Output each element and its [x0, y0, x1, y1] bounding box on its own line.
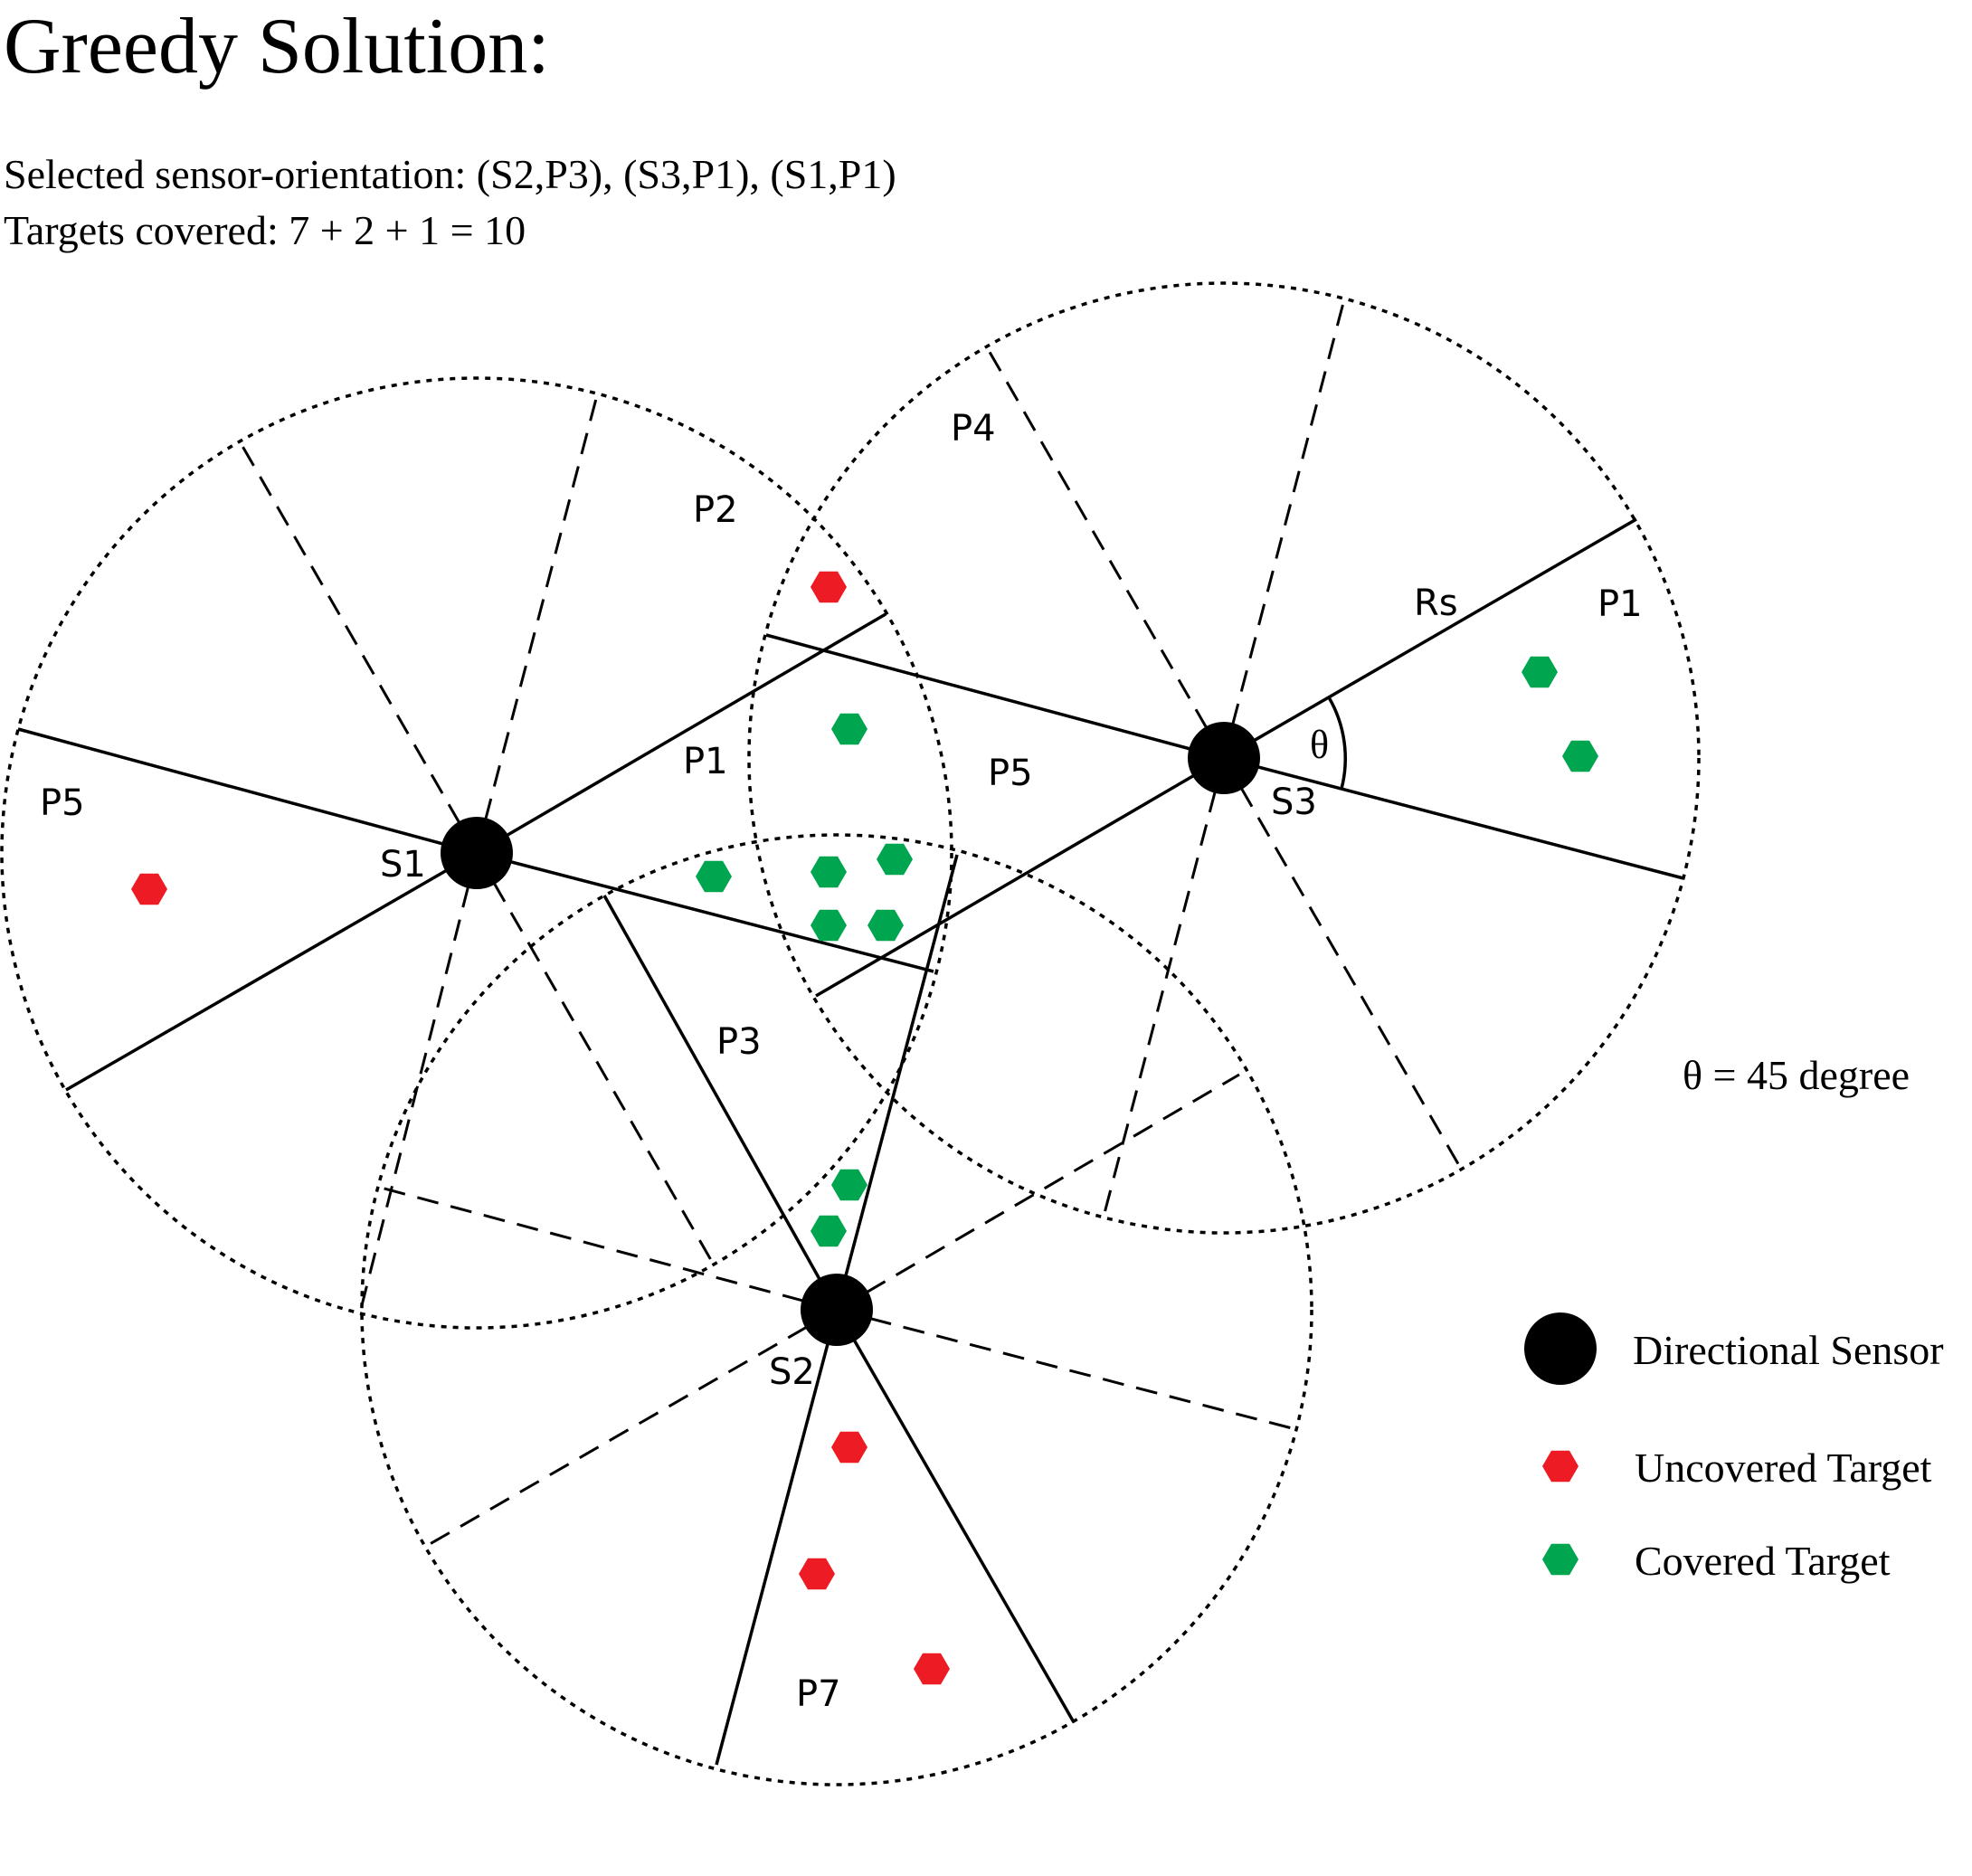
s1-sector-label-p2: P2	[693, 489, 738, 531]
covered-target	[811, 856, 847, 888]
legend-uncovered-label: Uncovered Target	[1635, 1445, 1932, 1491]
s1-sector-label-p1: P1	[683, 741, 728, 782]
s3-sector-label-p4: P4	[951, 408, 996, 450]
covered-target	[867, 909, 904, 942]
covered-target	[831, 713, 867, 745]
s1-sector-label-p5: P5	[40, 782, 85, 824]
selected-orientations: Selected sensor-orientation: (S2,P3), (S…	[4, 151, 896, 197]
legend-sensor-icon	[1524, 1312, 1597, 1385]
covered-target	[811, 1215, 847, 1247]
legend-covered-target-icon	[1542, 1543, 1579, 1576]
legend: Directional Sensor Uncovered Target Cove…	[1524, 1312, 1944, 1584]
legend-uncovered-target-icon	[1542, 1450, 1579, 1483]
uncovered-target	[811, 571, 847, 603]
s3-sector-lines	[765, 298, 1684, 1218]
sensor-s1	[441, 817, 513, 889]
theta-label: θ	[1310, 723, 1329, 767]
covered-target	[831, 1169, 867, 1201]
covered-target	[1522, 656, 1558, 688]
uncovered-target	[131, 873, 167, 905]
page-title: Greedy Solution:	[4, 3, 550, 90]
covered-target	[811, 909, 847, 942]
sensor-s3	[1188, 722, 1260, 794]
rs-label: Rs	[1414, 583, 1458, 624]
covered-target	[696, 860, 732, 893]
legend-sensor-label: Directional Sensor	[1633, 1327, 1944, 1373]
theta-angle-arc	[1327, 696, 1347, 790]
s3-sector-label-p1: P1	[1598, 583, 1643, 625]
uncovered-target	[799, 1558, 835, 1590]
theta-value-note: θ = 45 degree	[1683, 1052, 1910, 1098]
s1-sensing-range	[0, 376, 953, 1330]
uncovered-target	[914, 1653, 950, 1685]
s3-sensing-range	[747, 281, 1701, 1235]
covered-target	[1562, 740, 1598, 772]
s2-sector-lines	[380, 854, 1296, 1766]
legend-covered-label: Covered Target	[1635, 1538, 1891, 1584]
sensor-s2	[801, 1274, 873, 1346]
s2-sector-label-p3: P3	[716, 1021, 762, 1063]
s1-sector-lines	[17, 394, 934, 1313]
uncovered-target	[831, 1431, 867, 1464]
sensor-s2-label: S2	[769, 1351, 815, 1393]
sensor-s1-label: S1	[380, 844, 426, 886]
targets-covered-count: Targets covered: 7 + 2 + 1 = 10	[4, 207, 526, 253]
sensor-s3-label: S3	[1271, 782, 1317, 823]
s2-sensing-range	[360, 833, 1313, 1786]
s2-sector-label-p7: P7	[796, 1673, 841, 1715]
s3-sector-label-p5: P5	[988, 753, 1033, 794]
covered-target	[877, 843, 913, 876]
